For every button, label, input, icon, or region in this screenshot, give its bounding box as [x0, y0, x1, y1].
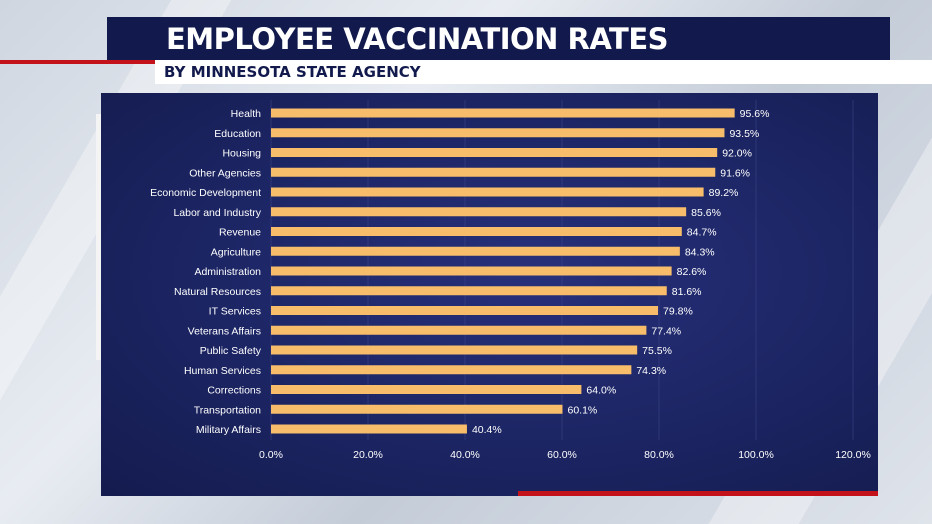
value-label: 85.6% — [691, 207, 721, 219]
subtitle-bar — [155, 60, 932, 84]
bar — [271, 365, 632, 375]
category-label: Corrections — [207, 385, 261, 397]
x-tick-label: 0.0% — [259, 449, 283, 461]
value-label: 60.1% — [567, 404, 597, 416]
value-label: 84.3% — [685, 246, 715, 258]
value-label: 40.4% — [472, 424, 502, 436]
category-label: Economic Development — [150, 187, 261, 199]
bar — [271, 266, 672, 276]
value-label: 74.3% — [636, 365, 666, 377]
category-label: Other Agencies — [189, 167, 261, 179]
bar — [271, 227, 682, 236]
x-tick-label: 60.0% — [547, 449, 577, 461]
bar — [271, 385, 582, 394]
value-label: 77.4% — [651, 325, 681, 337]
value-label: 79.8% — [663, 306, 693, 318]
bar — [271, 306, 659, 315]
bar — [271, 167, 716, 177]
category-label: Transportation — [194, 404, 261, 416]
value-label: 81.6% — [672, 286, 702, 298]
value-label: 92.0% — [722, 148, 752, 160]
x-tick-label: 20.0% — [353, 449, 383, 461]
bar — [271, 325, 647, 335]
value-label: 89.2% — [709, 187, 739, 199]
x-tick-label: 80.0% — [644, 449, 674, 461]
category-label: Military Affairs — [196, 424, 261, 436]
category-label: Revenue — [219, 227, 261, 239]
category-label: Veterans Affairs — [188, 325, 261, 337]
bar — [271, 404, 563, 414]
category-label: Housing — [222, 148, 261, 160]
x-tick-label: 120.0% — [835, 449, 871, 461]
bar — [271, 207, 687, 217]
category-label: Labor and Industry — [173, 207, 261, 219]
category-label: Administration — [194, 266, 261, 278]
bar — [271, 246, 680, 256]
bar — [271, 128, 725, 138]
category-label: Public Safety — [200, 345, 262, 357]
x-tick-label: 100.0% — [738, 449, 774, 461]
bar — [271, 108, 735, 118]
red-accent-line — [0, 60, 155, 64]
bar — [271, 345, 638, 355]
bar — [271, 286, 667, 296]
value-label: 93.5% — [729, 128, 759, 140]
category-label: Health — [231, 108, 262, 120]
bar — [271, 424, 467, 434]
page-title: EMPLOYEE VACCINATION RATES — [166, 22, 669, 56]
category-label: IT Services — [209, 306, 261, 318]
value-label: 84.7% — [687, 227, 717, 239]
category-label: Human Services — [184, 365, 261, 377]
red-accent-line-bottom — [518, 491, 878, 496]
bar — [271, 187, 704, 197]
page-subtitle: BY MINNESOTA STATE AGENCY — [164, 63, 421, 81]
value-label: 75.5% — [642, 345, 672, 357]
category-label: Agriculture — [211, 246, 261, 258]
value-label: 82.6% — [677, 266, 707, 278]
category-label: Education — [214, 128, 261, 140]
panel-edge — [96, 114, 102, 360]
value-label: 95.6% — [740, 108, 770, 120]
x-tick-label: 40.0% — [450, 449, 480, 461]
title-bar — [107, 17, 890, 60]
value-label: 91.6% — [720, 167, 750, 179]
category-label: Natural Resources — [174, 286, 261, 298]
value-label: 64.0% — [586, 385, 616, 397]
bar — [271, 148, 718, 157]
